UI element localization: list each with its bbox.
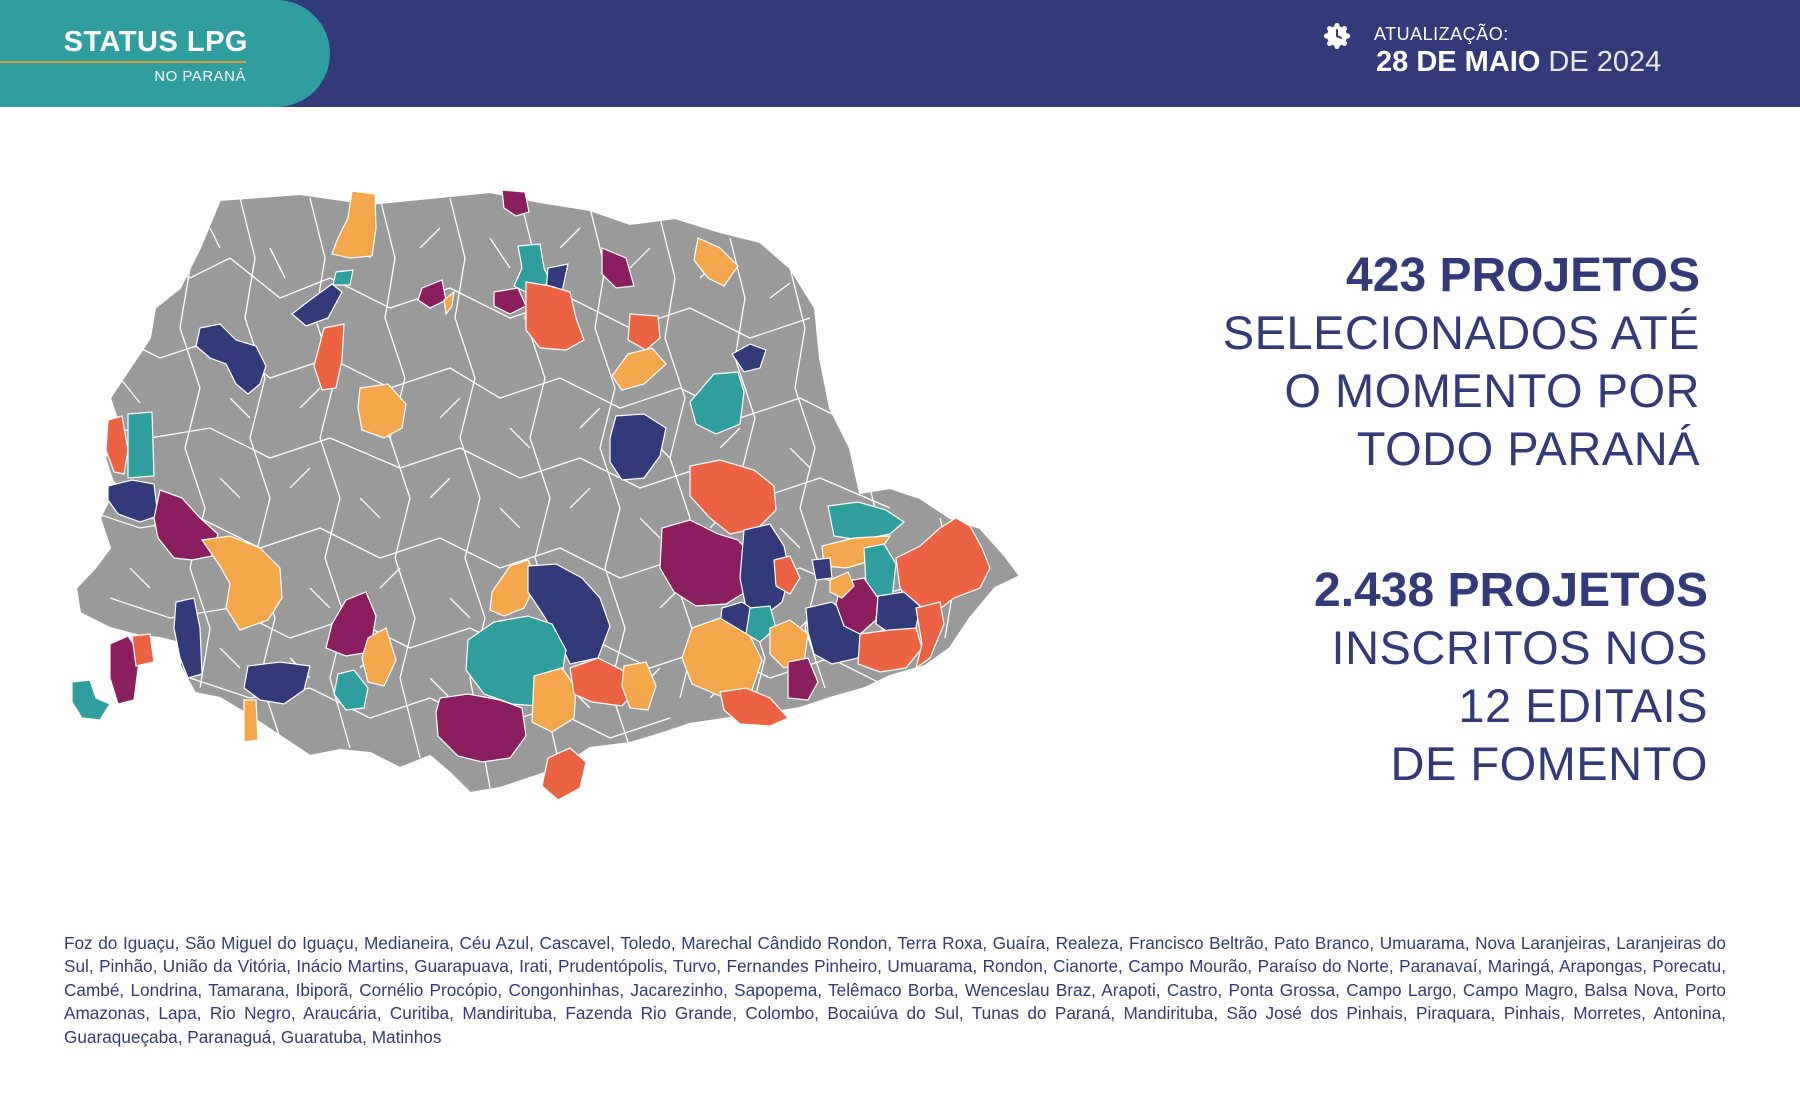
municipality-highlight [489, 559, 539, 617]
highlighted-municipalities [71, 189, 991, 801]
municipality-highlight [531, 667, 577, 733]
badge-divider [0, 61, 246, 63]
municipal-borders [79, 197, 956, 789]
municipality-highlight [109, 635, 141, 705]
municipality-highlight [693, 237, 739, 287]
header-bar: STATUS LPG NO PARANÁ ATUALIZAÇÃO: 28 DE … [0, 0, 1800, 107]
stat-registered-headline: 2.438 PROJETOS [1314, 564, 1708, 617]
municipality-highlight [173, 597, 203, 679]
stat-selected: 423 PROJETOS SELECIONADOS ATÉ O MOMENTO … [1060, 248, 1700, 478]
municipality-highlight [332, 269, 354, 286]
municipality-highlight [827, 501, 905, 541]
municipality-highlight [611, 347, 667, 391]
municipality-highlight [719, 687, 789, 727]
municipality-highlight [153, 489, 219, 561]
parana-map [71, 189, 1022, 801]
municipality-highlight [417, 279, 447, 309]
municipality-highlight [627, 313, 661, 351]
stat-registered-line: 12 EDITAIS [1458, 679, 1708, 732]
municipality-highlight [333, 669, 369, 711]
municipality-highlight [325, 591, 377, 657]
clock-icon [1323, 22, 1351, 50]
municipality-highlight [107, 479, 159, 523]
municipality-highlight [313, 323, 345, 391]
municipality-highlight [501, 189, 530, 217]
municipality-highlight [331, 190, 377, 259]
municipality-highlight [915, 601, 945, 670]
municipality-highlight [195, 323, 267, 395]
stat-selected-line: SELECIONADOS ATÉ [1222, 306, 1700, 359]
municipality-highlight [525, 281, 585, 351]
municipality-highlight [811, 557, 833, 581]
stat-registered-line: DE FOMENTO [1390, 737, 1708, 790]
municipality-highlight [291, 283, 343, 327]
municipality-highlight [200, 535, 283, 631]
municipality-highlight [787, 657, 819, 701]
update-date-year: DE 2024 [1540, 46, 1662, 78]
badge-title: STATUS LPG [63, 26, 248, 58]
municipality-highlight [71, 679, 111, 721]
municipality-highlight [243, 661, 311, 705]
municipality-highlight [493, 287, 527, 315]
municipality-highlight [857, 627, 923, 673]
municipality-highlight [435, 693, 527, 763]
stat-registered: 2.438 PROJETOS INSCRITOS NOS 12 EDITAIS … [1068, 563, 1708, 793]
municipality-highlight [689, 459, 777, 535]
stat-selected-line: TODO PARANÁ [1356, 422, 1700, 475]
municipality-highlight [443, 290, 455, 316]
municipality-highlight [105, 415, 129, 475]
municipality-highlight [131, 633, 155, 667]
municipalities-list: Foz do Iguaçu, São Miguel do Iguaçu, Med… [64, 933, 1726, 1047]
update-label: ATUALIZAÇÃO: [1374, 24, 1509, 44]
municipality-highlight [601, 247, 635, 289]
stat-selected-headline: 423 PROJETOS [1346, 249, 1700, 302]
municipality-highlight [731, 343, 767, 373]
status-badge: STATUS LPG NO PARANÁ [0, 0, 330, 107]
municipality-highlight [739, 523, 791, 617]
municipality-highlight [773, 555, 801, 595]
municipality-highlight [829, 571, 855, 599]
badge-subtitle: NO PARANÁ [154, 68, 246, 85]
municipality-highlight [621, 661, 657, 711]
municipality-highlight [357, 383, 407, 439]
update-date-day: 28 DE MAIO [1376, 46, 1541, 78]
municipality-highlight [541, 747, 587, 801]
stat-registered-line: INSCRITOS NOS [1331, 621, 1708, 674]
municipality-highlight [689, 371, 745, 435]
municipality-highlight [609, 413, 667, 481]
update-date: 28 DE MAIO DE 2024 [1376, 46, 1661, 79]
municipality-highlight [127, 411, 155, 479]
municipality-highlight [243, 699, 259, 743]
stat-selected-line: O MOMENTO POR [1284, 364, 1700, 417]
municipality-highlight [361, 627, 397, 687]
municipality-highlight [745, 605, 777, 643]
